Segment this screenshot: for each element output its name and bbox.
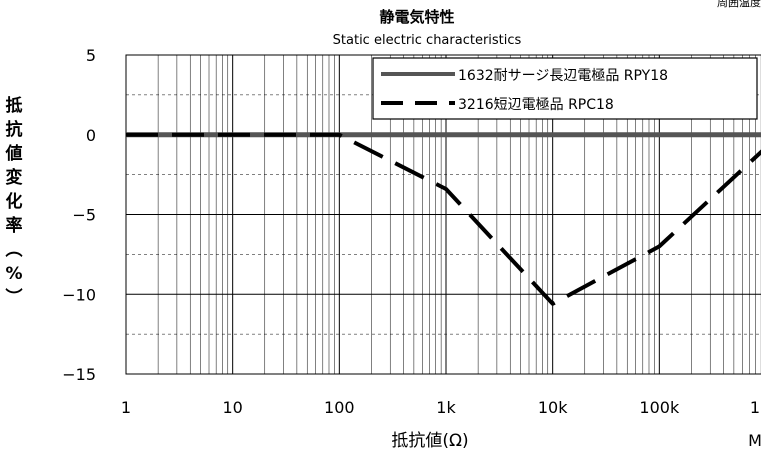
series-layer <box>126 132 761 306</box>
x-tick-label: 10 <box>222 398 242 417</box>
series-line-rpc18 <box>126 132 761 306</box>
y-axis-label-char: 値 <box>5 143 23 164</box>
y-tick-label: 0 <box>86 126 96 145</box>
plot-grid <box>125 54 761 375</box>
x-axis-label: 抵抗値(Ω) <box>391 431 468 451</box>
legend: 1632耐サージ長辺電極品 RPY18 3216短辺電極品 RPC18 <box>372 57 758 120</box>
y-tick-label: −5 <box>72 206 96 225</box>
x-tick-label-unit: M <box>748 431 761 450</box>
y-tick-labels: 5 0 −5 −10 −15 <box>62 46 96 384</box>
plot-frame <box>125 54 761 375</box>
chart-subtitle: Static electric characteristics <box>333 33 522 48</box>
x-tick-label: 1 <box>750 398 760 417</box>
y-axis-label-char: ︵ <box>6 240 23 260</box>
x-tick-label: 100 <box>324 398 355 417</box>
legend-label-rpc18: 3216短辺電極品 RPC18 <box>458 97 614 113</box>
y-tick-label: −15 <box>62 365 96 384</box>
y-axis-label-char: 率 <box>6 215 23 236</box>
y-axis-label-char: ︶ <box>6 287 23 308</box>
x-tick-label: 100k <box>639 398 680 417</box>
corner-note: 周囲温度 <box>717 0 761 9</box>
x-tick-labels: 1 10 100 1k 10k 100k 1 M <box>121 398 761 450</box>
legend-box <box>372 57 758 120</box>
y-axis-label-char: 抵 <box>6 95 23 116</box>
legend-label-rpy18: 1632耐サージ長辺電極品 RPY18 <box>458 68 668 84</box>
y-axis-label-char: 変 <box>6 167 23 188</box>
chart-title: 静電気特性 <box>379 8 454 26</box>
y-tick-label: 5 <box>86 46 96 65</box>
x-tick-label: 10k <box>538 398 568 417</box>
x-tick-label: 1 <box>121 398 131 417</box>
y-axis-label-char: % <box>5 264 22 284</box>
y-tick-label: −10 <box>62 285 96 304</box>
y-axis-label-char: 化 <box>6 191 23 212</box>
y-axis-label-char: 抗 <box>6 119 23 140</box>
x-tick-label: 1k <box>436 398 456 417</box>
